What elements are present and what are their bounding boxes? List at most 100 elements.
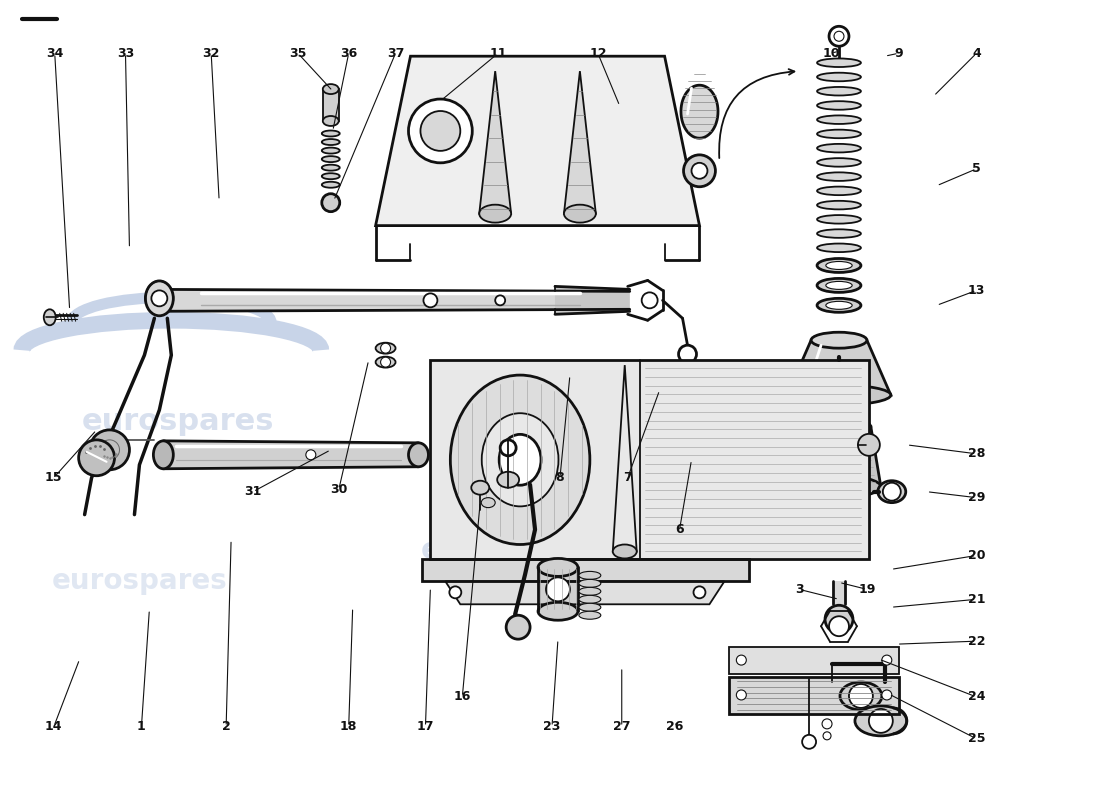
Text: 2: 2 bbox=[222, 720, 231, 734]
Bar bbox=[430, 360, 869, 559]
Circle shape bbox=[546, 578, 570, 602]
Circle shape bbox=[381, 343, 390, 353]
Circle shape bbox=[736, 690, 746, 700]
Circle shape bbox=[869, 709, 893, 733]
Text: 33: 33 bbox=[117, 46, 134, 60]
Ellipse shape bbox=[817, 172, 861, 181]
Circle shape bbox=[420, 111, 460, 151]
Text: 15: 15 bbox=[45, 471, 63, 484]
Text: 19: 19 bbox=[858, 583, 876, 596]
Ellipse shape bbox=[613, 545, 637, 558]
Text: 16: 16 bbox=[453, 690, 471, 703]
Text: 12: 12 bbox=[590, 46, 606, 60]
Ellipse shape bbox=[840, 682, 882, 710]
Ellipse shape bbox=[817, 201, 861, 210]
Text: 30: 30 bbox=[330, 483, 348, 496]
Circle shape bbox=[693, 586, 705, 598]
Text: 26: 26 bbox=[666, 720, 683, 734]
Polygon shape bbox=[833, 582, 845, 604]
Ellipse shape bbox=[322, 174, 340, 179]
Circle shape bbox=[424, 294, 438, 307]
Circle shape bbox=[829, 26, 849, 46]
Circle shape bbox=[882, 690, 892, 700]
Ellipse shape bbox=[817, 158, 861, 166]
Text: 32: 32 bbox=[202, 46, 220, 60]
Ellipse shape bbox=[817, 87, 861, 95]
Ellipse shape bbox=[579, 579, 601, 587]
Circle shape bbox=[858, 434, 880, 456]
Text: 6: 6 bbox=[675, 523, 684, 536]
Circle shape bbox=[381, 357, 390, 367]
Polygon shape bbox=[375, 56, 700, 226]
Polygon shape bbox=[322, 89, 339, 121]
Text: 27: 27 bbox=[613, 720, 630, 734]
Circle shape bbox=[322, 194, 340, 212]
Ellipse shape bbox=[408, 443, 428, 466]
Ellipse shape bbox=[450, 375, 590, 545]
Ellipse shape bbox=[579, 571, 601, 579]
Circle shape bbox=[495, 295, 505, 306]
Circle shape bbox=[822, 719, 832, 729]
Ellipse shape bbox=[538, 602, 578, 620]
Text: 31: 31 bbox=[244, 485, 262, 498]
Bar bbox=[729, 647, 899, 674]
Ellipse shape bbox=[817, 144, 861, 153]
Circle shape bbox=[89, 430, 130, 470]
Text: eurospares: eurospares bbox=[420, 537, 613, 566]
Text: 35: 35 bbox=[289, 46, 307, 60]
Ellipse shape bbox=[826, 262, 852, 270]
Text: 1: 1 bbox=[138, 720, 146, 734]
Text: 25: 25 bbox=[968, 732, 986, 746]
Ellipse shape bbox=[817, 115, 861, 124]
Polygon shape bbox=[430, 360, 869, 559]
Circle shape bbox=[641, 292, 658, 308]
Ellipse shape bbox=[811, 332, 867, 348]
Circle shape bbox=[306, 450, 316, 460]
Ellipse shape bbox=[817, 58, 861, 67]
Circle shape bbox=[506, 615, 530, 639]
Polygon shape bbox=[613, 365, 637, 551]
Ellipse shape bbox=[538, 558, 578, 576]
Ellipse shape bbox=[564, 205, 596, 222]
Ellipse shape bbox=[153, 441, 174, 469]
Text: 28: 28 bbox=[968, 447, 986, 460]
Polygon shape bbox=[422, 559, 749, 582]
Polygon shape bbox=[538, 567, 578, 611]
Ellipse shape bbox=[375, 342, 396, 354]
Circle shape bbox=[408, 99, 472, 163]
Ellipse shape bbox=[322, 116, 339, 126]
Ellipse shape bbox=[145, 281, 174, 316]
Polygon shape bbox=[156, 290, 629, 311]
Text: 23: 23 bbox=[543, 720, 561, 734]
Polygon shape bbox=[480, 71, 512, 214]
Ellipse shape bbox=[817, 258, 861, 273]
Ellipse shape bbox=[817, 298, 861, 312]
Text: 17: 17 bbox=[417, 720, 434, 734]
Text: 21: 21 bbox=[968, 593, 986, 606]
Ellipse shape bbox=[480, 205, 512, 222]
Text: 4: 4 bbox=[972, 46, 981, 60]
Polygon shape bbox=[788, 340, 891, 395]
Ellipse shape bbox=[322, 156, 340, 162]
Ellipse shape bbox=[44, 310, 56, 326]
Ellipse shape bbox=[855, 706, 906, 736]
Text: 14: 14 bbox=[45, 720, 63, 734]
Ellipse shape bbox=[798, 476, 881, 498]
Circle shape bbox=[152, 290, 167, 306]
Ellipse shape bbox=[482, 414, 559, 506]
Text: 29: 29 bbox=[968, 491, 986, 504]
Text: eurospares: eurospares bbox=[81, 407, 274, 436]
Circle shape bbox=[806, 468, 821, 482]
Circle shape bbox=[825, 606, 852, 633]
Ellipse shape bbox=[817, 215, 861, 224]
Ellipse shape bbox=[322, 84, 339, 94]
Text: 10: 10 bbox=[823, 46, 839, 60]
Circle shape bbox=[829, 616, 849, 636]
Ellipse shape bbox=[499, 434, 541, 486]
Polygon shape bbox=[729, 647, 899, 674]
Ellipse shape bbox=[807, 418, 871, 436]
Text: 5: 5 bbox=[972, 162, 981, 175]
Circle shape bbox=[827, 534, 851, 558]
Ellipse shape bbox=[322, 130, 340, 137]
Text: 11: 11 bbox=[490, 46, 507, 60]
